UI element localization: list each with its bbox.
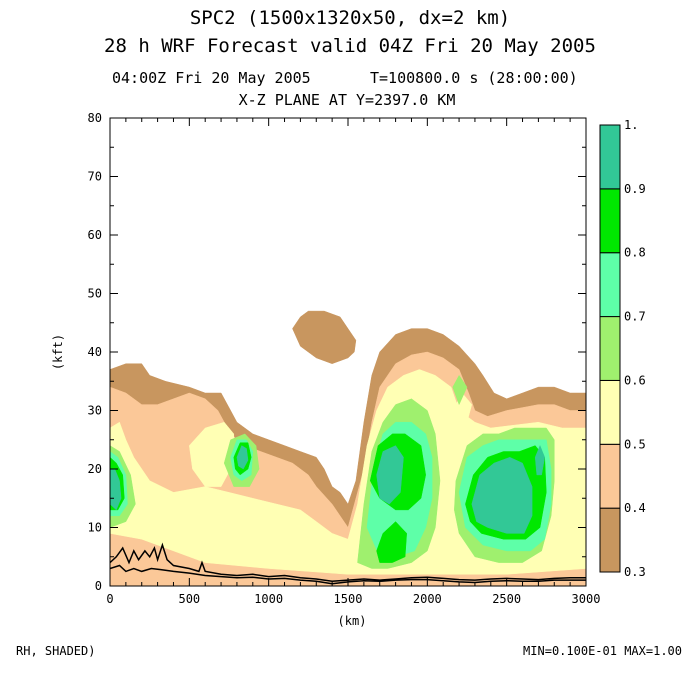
colorbar-swatch (599, 379, 621, 445)
colorbar: 0.3 0.4 0.5 0.6 0.7 0.8 0.9 1. (599, 118, 646, 579)
colorbar-swatch (599, 124, 621, 190)
y-axis-label: (kft) (51, 334, 65, 370)
y-tick-label: 30 (88, 404, 102, 418)
terrain-line-b (110, 564, 586, 585)
valid-time: 04:00Z Fri 20 May 2005 (112, 69, 311, 87)
min-max-label: MIN=0.100E-01 MAX=1.00 (523, 644, 682, 658)
title-line-2: 28 h WRF Forecast valid 04Z Fri 20 May 2… (104, 35, 596, 57)
x-tick-label: 2500 (492, 592, 521, 606)
colorbar-label: 0.3 (624, 565, 646, 579)
rh-field (110, 310, 586, 586)
y-tick-label: 50 (88, 287, 102, 301)
rh-region-0_6-3 (452, 375, 468, 405)
x-tick-label: 500 (178, 592, 200, 606)
colorbar-label: 1. (624, 118, 638, 132)
rh-region-0_3-1 (292, 310, 357, 364)
rh-region-0_9-3 (534, 445, 545, 476)
colorbar-swatch (599, 316, 621, 381)
y-tick-label: 80 (88, 111, 102, 125)
x-tick-label: 0 (106, 592, 113, 606)
x-tick-label: 1500 (334, 592, 363, 606)
x-tick-label: 2000 (413, 592, 442, 606)
axes: 0 500 1000 1500 2000 2500 3000 0 10 20 30 40 50 60 70 8… (88, 111, 601, 606)
colorbar-swatch (599, 507, 621, 573)
y-tick-label: 40 (88, 345, 102, 359)
x-tick-label: 1000 (254, 592, 283, 606)
terrain-lines (110, 542, 586, 585)
y-tick-label: 20 (88, 462, 102, 476)
terrain-line-a (110, 542, 586, 583)
colorbar-label: 0.8 (624, 246, 646, 260)
colorbar-label: 0.4 (624, 501, 646, 515)
colorbar-swatch (599, 188, 621, 254)
colorbar-swatch (599, 443, 621, 509)
colorbar-label: 0.7 (624, 310, 646, 324)
colorbar-label: 0.5 (624, 437, 646, 451)
y-tick-label: 70 (88, 170, 102, 184)
x-axis-label: (km) (338, 614, 367, 628)
rh-region-0_8-2 (376, 521, 407, 563)
y-tick-label: 60 (88, 228, 102, 242)
model-time: T=100800.0 s (28:00:00) (370, 69, 578, 87)
title-line-1: SPC2 (1500x1320x50, dx=2 km) (190, 7, 510, 29)
rh-region-0_9-1 (376, 445, 404, 505)
rh-region-0_9-2 (471, 457, 533, 534)
plane-label: X-Z PLANE AT Y=2397.0 KM (239, 91, 456, 109)
y-tick-label: 10 (88, 521, 102, 535)
colorbar-swatch (599, 252, 621, 318)
colorbar-label: 0.9 (624, 182, 646, 196)
x-tick-label: 3000 (572, 592, 601, 606)
rh-region-0_9-4 (236, 445, 249, 470)
field-label: RH, SHADED) (16, 644, 95, 658)
y-tick-label: 0 (95, 579, 102, 593)
colorbar-label: 0.6 (624, 373, 646, 387)
